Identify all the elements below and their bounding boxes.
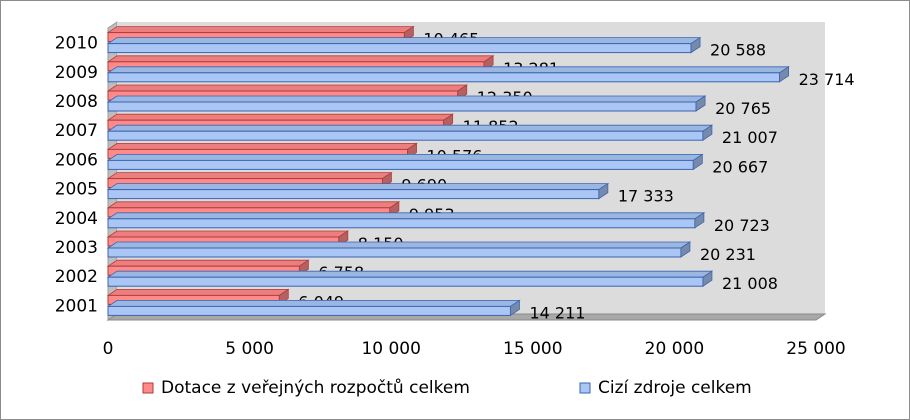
bar-dotace-2007 bbox=[106, 113, 454, 130]
bar-end-face bbox=[779, 66, 789, 83]
bar-front-face bbox=[107, 189, 600, 200]
legend-label-cizi-zdroje: Cizí zdroje celkem bbox=[598, 378, 752, 398]
bar-dotace-2008 bbox=[106, 84, 469, 101]
bar-top-face bbox=[106, 201, 401, 209]
x-tick-label-0: 0 bbox=[103, 339, 114, 359]
bar-front-face bbox=[107, 130, 704, 141]
data-label-cizi-zdroje-2001: 14 211 bbox=[529, 303, 585, 322]
bar-end-face bbox=[694, 212, 705, 229]
bar-top-face bbox=[106, 183, 610, 191]
bar-top-face bbox=[106, 153, 704, 161]
bar-cizi-zdroje-2004 bbox=[106, 212, 706, 229]
bar-front-face bbox=[107, 218, 696, 229]
y-tick-label-2006: 2006 bbox=[55, 150, 98, 170]
legend: Dotace z veřejných rozpočtů celkem Cizí z… bbox=[142, 378, 752, 398]
y-tick-label-2009: 2009 bbox=[55, 63, 98, 83]
bar-dotace-2010 bbox=[106, 25, 415, 43]
bar-dotace-2004 bbox=[106, 201, 401, 218]
bar-top-face bbox=[106, 55, 495, 63]
bar-top-face bbox=[106, 241, 692, 249]
bar-top-face bbox=[106, 124, 714, 132]
bar-cizi-zdroje-2009 bbox=[106, 66, 790, 83]
bar-cizi-zdroje-2010 bbox=[106, 36, 702, 54]
legend-swatch-cizi-zdroje bbox=[579, 382, 591, 394]
legend-swatch-dotace bbox=[142, 382, 154, 394]
bar-end-face bbox=[702, 124, 713, 141]
bar-top-face bbox=[106, 288, 290, 296]
bar-end-face bbox=[598, 182, 609, 200]
bar-end-face bbox=[695, 95, 706, 112]
bar-top-face bbox=[106, 212, 706, 220]
bar-front-face bbox=[107, 72, 781, 83]
x-tick-label-10000: 10 000 bbox=[361, 339, 420, 359]
y-tick-label-2008: 2008 bbox=[55, 92, 98, 112]
data-label-cizi-zdroje-2004: 20 723 bbox=[714, 216, 770, 235]
bar-top-face bbox=[106, 113, 454, 121]
bar-front-face bbox=[107, 43, 692, 54]
bar-front-face bbox=[107, 276, 704, 287]
bar-top-face bbox=[106, 26, 415, 33]
data-label-cizi-zdroje-2003: 20 231 bbox=[700, 245, 756, 264]
y-tick-label-2010: 2010 bbox=[55, 34, 98, 54]
bar-top-face bbox=[106, 230, 350, 238]
bar-front-face bbox=[107, 159, 694, 170]
x-tick-label-15000: 15 000 bbox=[503, 339, 562, 359]
data-label-cizi-zdroje-2008: 20 765 bbox=[715, 99, 771, 118]
data-label-cizi-zdroje-2002: 21 008 bbox=[722, 274, 778, 293]
data-label-cizi-zdroje-2009: 23 714 bbox=[799, 70, 855, 89]
bar-end-face bbox=[680, 241, 691, 258]
y-tick-label-2005: 2005 bbox=[55, 180, 98, 200]
bar-cizi-zdroje-2001 bbox=[106, 299, 521, 317]
bar-end-face bbox=[690, 36, 701, 54]
bar-end-face bbox=[510, 299, 520, 317]
bar-top-face bbox=[106, 172, 393, 180]
bar-cizi-zdroje-2008 bbox=[106, 95, 707, 112]
bar-top-face bbox=[106, 37, 702, 44]
data-label-cizi-zdroje-2005: 17 333 bbox=[618, 187, 674, 206]
y-tick-label-2004: 2004 bbox=[55, 209, 98, 229]
data-label-cizi-zdroje-2010: 20 588 bbox=[710, 41, 766, 60]
bar-top-face bbox=[106, 259, 310, 267]
legend-label-dotace: Dotace z veřejných rozpočtů celkem bbox=[161, 378, 470, 398]
bar-top-face bbox=[106, 142, 418, 150]
x-tick-label-20000: 20 000 bbox=[645, 339, 704, 359]
bar-cizi-zdroje-2006 bbox=[106, 153, 704, 171]
bar-cizi-zdroje-2005 bbox=[106, 182, 610, 200]
x-tick-label-5000: 5 000 bbox=[225, 339, 274, 359]
bar-top-face bbox=[106, 299, 521, 307]
bar-front-face bbox=[107, 101, 697, 112]
bar-front-face bbox=[107, 247, 682, 258]
data-label-cizi-zdroje-2007: 21 007 bbox=[722, 128, 778, 147]
bar-top-face bbox=[106, 84, 469, 92]
bar-front-face bbox=[107, 305, 511, 316]
data-label-cizi-zdroje-2006: 20 667 bbox=[712, 157, 768, 176]
y-tick-label-2002: 2002 bbox=[55, 267, 98, 287]
bar-end-face bbox=[702, 270, 713, 287]
bar-top-face bbox=[106, 95, 707, 103]
y-tick-label-2003: 2003 bbox=[55, 238, 98, 258]
bar-end-face bbox=[692, 153, 703, 171]
bar-cizi-zdroje-2007 bbox=[106, 124, 714, 141]
bar-cizi-zdroje-2003 bbox=[106, 241, 692, 258]
bar-top-face bbox=[106, 270, 714, 278]
bar-top-face bbox=[106, 66, 790, 74]
x-tick-label-25000: 25 000 bbox=[786, 339, 845, 359]
y-tick-label-2001: 2001 bbox=[55, 296, 98, 316]
y-tick-label-2007: 2007 bbox=[55, 121, 98, 141]
bar-cizi-zdroje-2002 bbox=[106, 270, 714, 287]
